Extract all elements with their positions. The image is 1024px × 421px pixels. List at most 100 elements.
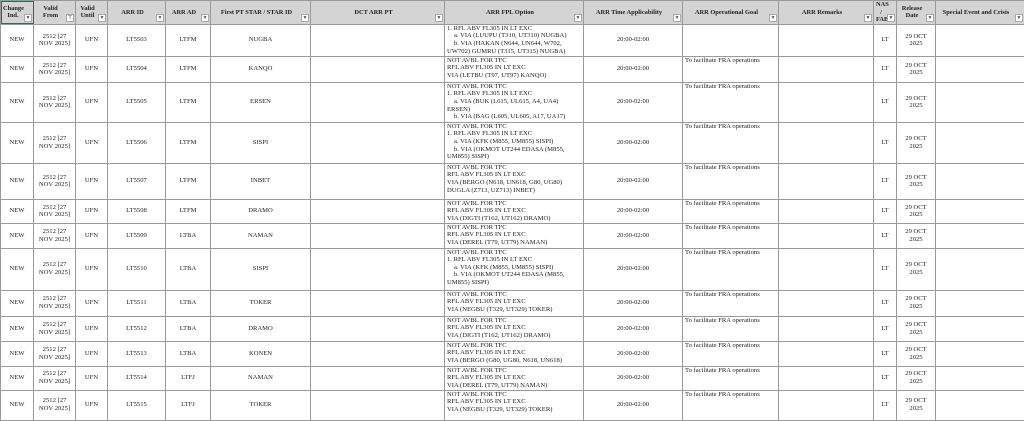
cell-special[interactable]	[936, 341, 1024, 366]
cell-id[interactable]: LT5507	[108, 163, 166, 199]
filter-dropdown-icon[interactable]: ▼	[435, 14, 443, 22]
cell-nas[interactable]: LT	[874, 199, 897, 223]
cell-time[interactable]: 20:00-02:00	[584, 223, 683, 248]
filter-dropdown-icon[interactable]: ▼	[201, 14, 209, 22]
cell-dct[interactable]	[311, 248, 445, 290]
cell-id[interactable]: LT5510	[108, 248, 166, 290]
cell-from[interactable]: 2512 [27 NOV 2025]	[34, 366, 76, 390]
cell-star[interactable]: INBET	[211, 163, 311, 199]
cell-time[interactable]: 20:00-02:00	[584, 366, 683, 390]
cell-time[interactable]: 20:00-02:00	[584, 316, 683, 341]
cell-dct[interactable]	[311, 82, 445, 122]
cell-dct[interactable]	[311, 316, 445, 341]
cell-from[interactable]: 2512 [27 NOV 2025]	[34, 341, 76, 366]
cell-from[interactable]: 2512 [27 NOV 2025]	[34, 390, 76, 420]
cell-id[interactable]: LT5509	[108, 223, 166, 248]
filter-dropdown-icon[interactable]: ▼	[864, 14, 872, 22]
cell-ad[interactable]: LTFM	[166, 56, 211, 82]
cell-time[interactable]: 20:00-02:00	[584, 24, 683, 56]
cell-dct[interactable]	[311, 366, 445, 390]
filter-dropdown-icon[interactable]: ▼	[301, 14, 309, 22]
column-header-remarks[interactable]: ARR Remarks▼	[779, 1, 874, 25]
column-header-id[interactable]: ARR ID▼	[108, 1, 166, 25]
filter-dropdown-icon[interactable]: ▼	[887, 14, 895, 22]
cell-dct[interactable]	[311, 163, 445, 199]
cell-remarks[interactable]	[779, 390, 874, 420]
cell-nas[interactable]: LT	[874, 316, 897, 341]
cell-release[interactable]: 29 OCT 2025	[897, 82, 936, 122]
cell-release[interactable]: 29 OCT 2025	[897, 24, 936, 56]
cell-nas[interactable]: LT	[874, 82, 897, 122]
cell-from[interactable]: 2512 [27 NOV 2025]	[34, 163, 76, 199]
cell-until[interactable]: UFN	[76, 163, 108, 199]
cell-from[interactable]: 2512 [27 NOV 2025]	[34, 290, 76, 316]
cell-from[interactable]: 2512 [27 NOV 2025]	[34, 199, 76, 223]
cell-until[interactable]: UFN	[76, 56, 108, 82]
cell-from[interactable]: 2512 [27 NOV 2025]	[34, 82, 76, 122]
cell-ad[interactable]: LTFJ	[166, 366, 211, 390]
cell-time[interactable]: 20:00-02:00	[584, 163, 683, 199]
cell-nas[interactable]: LT	[874, 366, 897, 390]
cell-from[interactable]: 2512 [27 NOV 2025]	[34, 122, 76, 163]
cell-ind[interactable]: NEW	[1, 199, 34, 223]
cell-remarks[interactable]	[779, 316, 874, 341]
cell-goal[interactable]: To facilitate FRA operations	[683, 341, 779, 366]
cell-id[interactable]: LT5512	[108, 316, 166, 341]
cell-ind[interactable]: NEW	[1, 341, 34, 366]
cell-until[interactable]: UFN	[76, 24, 108, 56]
column-header-from[interactable]: Valid From⊤	[34, 1, 76, 25]
cell-until[interactable]: UFN	[76, 341, 108, 366]
cell-remarks[interactable]	[779, 248, 874, 290]
cell-remarks[interactable]	[779, 341, 874, 366]
column-header-dct[interactable]: DCT ARR PT▼	[311, 1, 445, 25]
cell-ind[interactable]: NEW	[1, 290, 34, 316]
cell-until[interactable]: UFN	[76, 290, 108, 316]
cell-remarks[interactable]	[779, 199, 874, 223]
cell-from[interactable]: 2512 [27 NOV 2025]	[34, 24, 76, 56]
cell-dct[interactable]	[311, 223, 445, 248]
cell-id[interactable]: LT5515	[108, 390, 166, 420]
filter-dropdown-icon[interactable]: ▼	[156, 14, 164, 22]
filter-dropdown-icon[interactable]: ⊤	[66, 14, 74, 22]
column-header-ad[interactable]: ARR AD▼	[166, 1, 211, 25]
cell-time[interactable]: 20:00-02:00	[584, 341, 683, 366]
cell-ad[interactable]: LTBA	[166, 223, 211, 248]
cell-until[interactable]: UFN	[76, 82, 108, 122]
cell-until[interactable]: UFN	[76, 390, 108, 420]
cell-star[interactable]: NAMAN	[211, 223, 311, 248]
cell-time[interactable]: 20:00-02:00	[584, 199, 683, 223]
cell-star[interactable]: KANQO	[211, 56, 311, 82]
cell-remarks[interactable]	[779, 56, 874, 82]
cell-id[interactable]: LT5506	[108, 122, 166, 163]
cell-special[interactable]	[936, 248, 1024, 290]
cell-special[interactable]	[936, 366, 1024, 390]
filter-dropdown-icon[interactable]: ▼	[24, 14, 32, 22]
cell-remarks[interactable]	[779, 223, 874, 248]
cell-dct[interactable]	[311, 122, 445, 163]
cell-ind[interactable]: NEW	[1, 248, 34, 290]
column-header-fpl[interactable]: ARR FPL Option▼	[445, 1, 584, 25]
cell-ind[interactable]: NEW	[1, 122, 34, 163]
cell-star[interactable]: KONEN	[211, 341, 311, 366]
cell-time[interactable]: 20:00-02:00	[584, 122, 683, 163]
cell-goal[interactable]: To facilitate FRA operations	[683, 163, 779, 199]
cell-from[interactable]: 2512 [27 NOV 2025]	[34, 248, 76, 290]
cell-star[interactable]: SISPI	[211, 248, 311, 290]
cell-ad[interactable]: LTBA	[166, 341, 211, 366]
cell-nas[interactable]: LT	[874, 163, 897, 199]
cell-dct[interactable]	[311, 56, 445, 82]
cell-star[interactable]: TOKER	[211, 290, 311, 316]
cell-ad[interactable]: LTBA	[166, 290, 211, 316]
cell-ind[interactable]: NEW	[1, 163, 34, 199]
cell-nas[interactable]: LT	[874, 223, 897, 248]
cell-special[interactable]	[936, 199, 1024, 223]
cell-dct[interactable]	[311, 341, 445, 366]
cell-ind[interactable]: NEW	[1, 82, 34, 122]
cell-ind[interactable]: NEW	[1, 366, 34, 390]
cell-star[interactable]: TOKER	[211, 390, 311, 420]
column-header-until[interactable]: Valid Until▼	[76, 1, 108, 25]
cell-remarks[interactable]	[779, 290, 874, 316]
